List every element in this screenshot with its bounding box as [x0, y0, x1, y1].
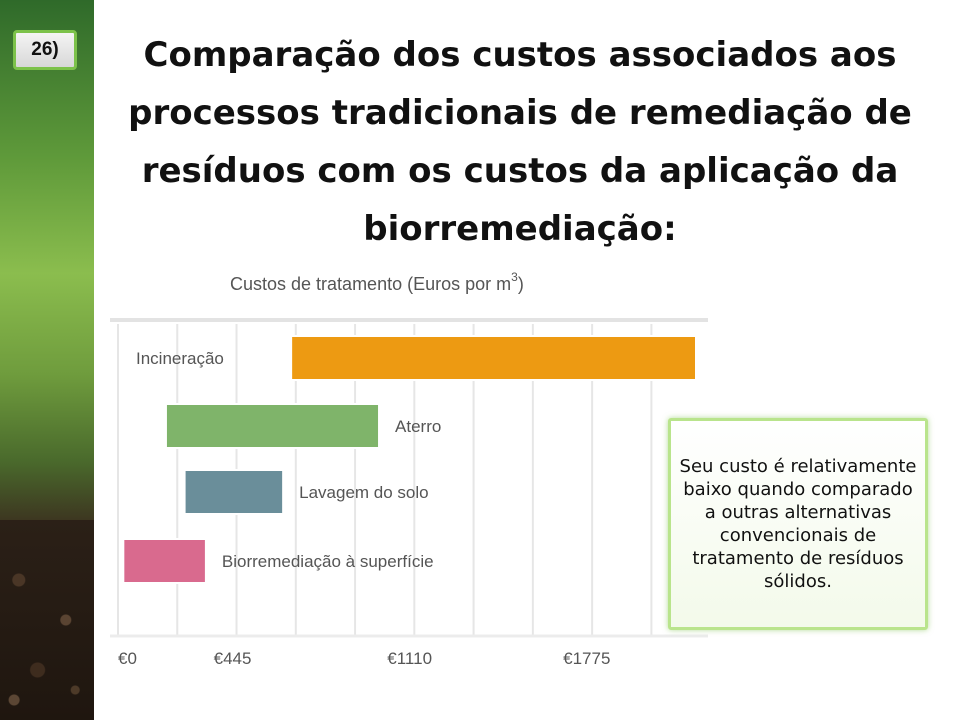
x-tick-label: €1110 [387, 649, 432, 668]
bar-label-0: Incineração [136, 349, 224, 368]
slide-number-badge: 26) [13, 30, 77, 70]
bar-1 [164, 403, 381, 449]
x-tick-label: €445 [214, 649, 252, 668]
decorative-side-strip [0, 0, 94, 720]
slide-title: Comparação dos custos associados aos pro… [128, 35, 912, 249]
bar-0 [290, 335, 697, 381]
cost-chart: Custos de tratamento (Euros por m3) Inci… [104, 254, 714, 680]
soil-image [0, 520, 94, 720]
chart-title: Custos de tratamento (Euros por m3) [230, 270, 524, 294]
x-tick-label: €1775 [563, 649, 610, 668]
bar-label-1: Aterro [395, 417, 441, 436]
bar-3 [122, 538, 207, 584]
bar-label-3: Biorremediação à superfície [222, 552, 434, 571]
callout-text: Seu custo é relativamente baixo quando c… [679, 456, 917, 592]
bar-label-2: Lavagem do solo [299, 483, 428, 502]
chart-canvas: Custos de tratamento (Euros por m3) Inci… [110, 270, 708, 668]
callout-box: Seu custo é relativamente baixo quando c… [668, 418, 928, 630]
x-tick-label: €0 [118, 649, 137, 668]
bar-2 [183, 469, 285, 515]
